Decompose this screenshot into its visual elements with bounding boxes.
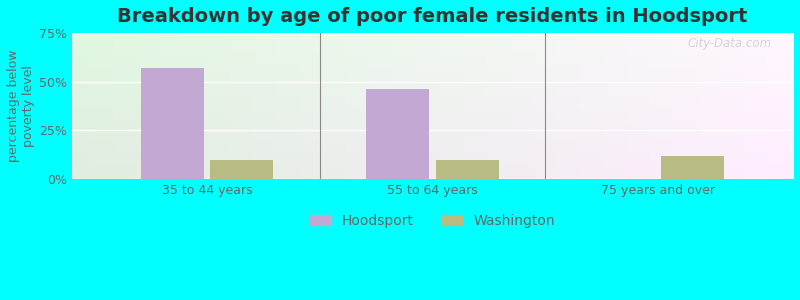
- Bar: [210, 160, 274, 179]
- Text: City-Data.com: City-Data.com: [687, 38, 771, 50]
- Bar: [141, 68, 204, 179]
- Bar: [436, 160, 498, 179]
- Bar: [366, 89, 430, 179]
- Y-axis label: percentage below
poverty level: percentage below poverty level: [7, 50, 35, 162]
- Bar: [661, 156, 724, 179]
- Title: Breakdown by age of poor female residents in Hoodsport: Breakdown by age of poor female resident…: [118, 7, 748, 26]
- Legend: Hoodsport, Washington: Hoodsport, Washington: [304, 208, 561, 233]
